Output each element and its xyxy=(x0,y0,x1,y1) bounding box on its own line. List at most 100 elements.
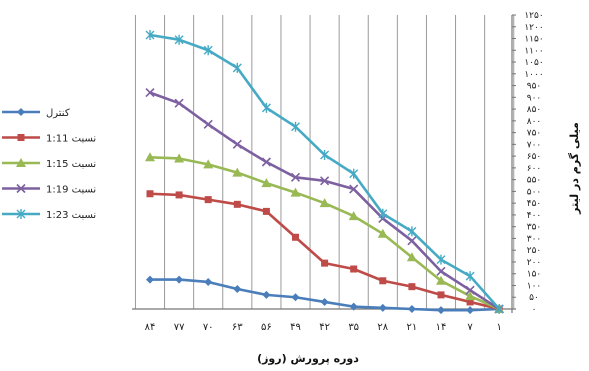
data-point xyxy=(203,45,213,56)
series xyxy=(146,190,503,313)
data-point xyxy=(146,275,154,284)
data-point xyxy=(348,211,359,221)
data-point xyxy=(17,134,25,141)
legend-entry: نسبت 1:19 xyxy=(2,183,96,196)
y-tick-label: ۱۲۵۰ xyxy=(524,11,543,21)
data-point xyxy=(174,153,185,163)
data-point xyxy=(436,254,446,265)
data-point xyxy=(350,265,358,273)
data-point xyxy=(407,226,417,237)
data-point xyxy=(203,159,214,169)
x-tick-label: ۲۸ xyxy=(377,322,388,333)
x-tick-label: ۵۶ xyxy=(261,322,272,333)
data-point xyxy=(436,266,446,276)
data-point xyxy=(174,34,184,45)
y-tick-label: ۷۰۰ xyxy=(527,140,542,150)
data-point xyxy=(320,297,329,306)
legend-label: کنترل xyxy=(46,108,70,119)
legend-entry: کنترل xyxy=(2,108,70,119)
data-point xyxy=(204,196,212,204)
y-tick-label: ۶۵۰ xyxy=(527,152,542,162)
x-tick-label: ۱۴ xyxy=(436,322,447,333)
y-tick-label: ۵۰۰ xyxy=(527,187,542,197)
data-point xyxy=(320,176,330,186)
data-point xyxy=(232,62,242,73)
legend-entry: نسبت 1:23 xyxy=(2,209,96,221)
series xyxy=(146,275,504,315)
data-point xyxy=(146,190,154,198)
legend-entry: نسبت 1:15 xyxy=(2,158,96,170)
data-point xyxy=(174,98,184,108)
data-point xyxy=(377,228,388,238)
y-tick-label: ۲۵۰ xyxy=(527,246,542,256)
y-tick-label: ۱۱۰۰ xyxy=(524,46,543,56)
data-point xyxy=(261,102,271,113)
legend: کنترل نسبت 1:11 نسبت 1:15 نسبت 1:19 نسبت 1:2… xyxy=(2,108,96,221)
x-tick-label: ۱ xyxy=(497,322,502,333)
x-tick-labels: ۸۴ ۷۷ ۷۰ ۶۳ ۵۶ ۴۹ ۴۲ ۳۵ ۲۸ ۲۱ ۱۴ ۷ ۱ xyxy=(145,322,502,333)
y-tick-label: ۵۵۰ xyxy=(527,176,542,186)
legend-label: نسبت 1:11 xyxy=(46,134,96,145)
data-point xyxy=(378,208,388,219)
data-point xyxy=(262,290,271,299)
data-point xyxy=(291,121,300,132)
y-tick-label: ۱۰۰۰ xyxy=(524,70,543,80)
data-point xyxy=(349,168,359,179)
x-tick-label: ۳۵ xyxy=(348,322,359,333)
x-tick-label: ۴۹ xyxy=(290,322,301,333)
data-point xyxy=(379,277,387,285)
x-axis-label: دوره پرورش (روز) xyxy=(257,352,359,365)
data-point xyxy=(261,157,271,167)
data-point xyxy=(233,285,242,294)
y-tick-label: ۱۱۵۰ xyxy=(524,35,543,45)
data-point xyxy=(232,139,242,149)
data-point xyxy=(407,305,416,313)
data-point xyxy=(407,236,417,246)
x-tick-label: ۷ xyxy=(467,322,473,333)
data-point xyxy=(320,149,330,160)
data-point xyxy=(262,207,270,215)
y-tick-label: ۶۰۰ xyxy=(527,164,542,174)
y-tick-label: ۵۰ xyxy=(529,293,539,303)
x-tick-label: ۸۴ xyxy=(145,322,156,333)
data-point xyxy=(349,302,358,311)
y-tick-label: ۲۰۰ xyxy=(527,258,542,268)
grid-lines xyxy=(134,15,515,309)
legend-entry: نسبت 1:11 xyxy=(2,134,96,145)
data-point xyxy=(408,283,416,291)
series-line xyxy=(149,192,500,311)
data-point xyxy=(145,29,155,40)
series-line xyxy=(149,33,501,310)
y-tick-label: ۹۰۰ xyxy=(527,93,542,103)
data-point xyxy=(145,152,155,162)
series-group xyxy=(145,29,505,315)
data-point xyxy=(466,306,475,315)
data-point xyxy=(204,277,213,286)
data-point xyxy=(291,293,300,302)
y-tick-label: ۰ xyxy=(532,305,537,315)
legend-label: نسبت 1:19 xyxy=(46,185,96,196)
data-point xyxy=(465,271,475,282)
data-point xyxy=(406,252,417,262)
y-tick-label: ۷۵۰ xyxy=(527,129,542,139)
data-point xyxy=(175,191,183,199)
x-tick-label: ۴۲ xyxy=(319,322,330,333)
y-tick-label: ۱۰۰ xyxy=(527,281,542,291)
data-point xyxy=(319,198,330,208)
y-tick-label: ۴۵۰ xyxy=(527,199,542,209)
data-point xyxy=(292,233,299,241)
data-point xyxy=(321,259,329,267)
data-point xyxy=(233,200,241,208)
y-tick-label: ۳۰۰ xyxy=(527,234,542,244)
y-tick-label: ۹۵۰ xyxy=(527,82,542,92)
data-point xyxy=(175,275,184,284)
y-tick-label: ۸۰۰ xyxy=(527,117,542,127)
data-point xyxy=(349,184,359,194)
data-point xyxy=(290,172,301,182)
data-point xyxy=(16,183,26,194)
y-tick-label: ۱۵۰ xyxy=(527,270,542,280)
x-tick-label: ۶۳ xyxy=(232,322,243,333)
series xyxy=(145,88,504,314)
data-point xyxy=(437,306,445,315)
data-point xyxy=(436,275,446,285)
